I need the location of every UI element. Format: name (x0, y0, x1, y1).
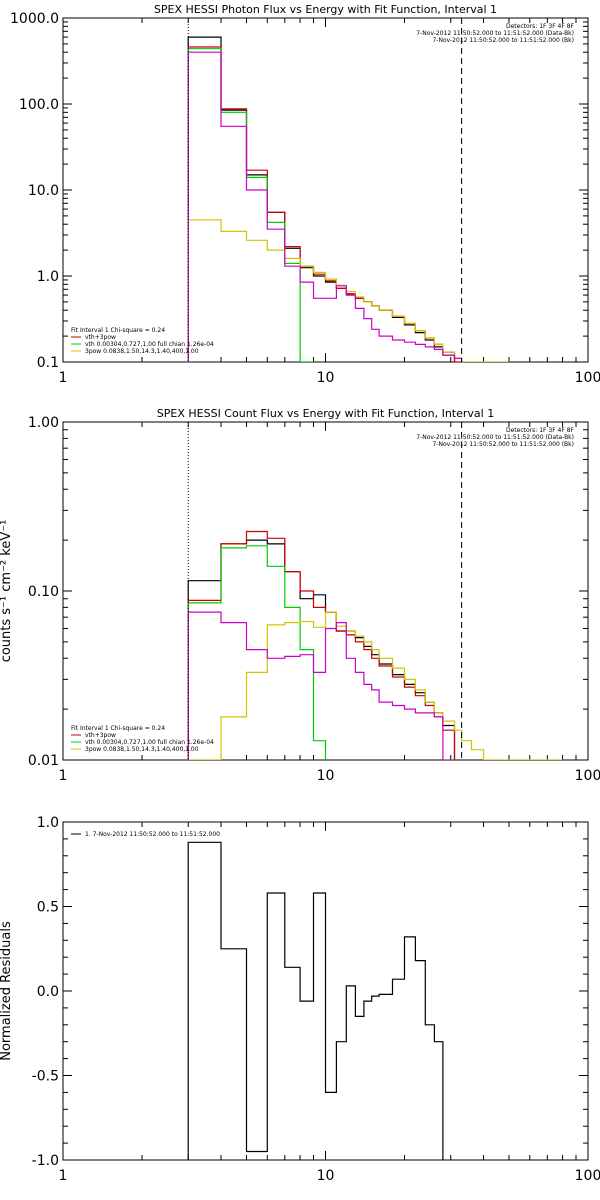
legend-title: Fit Interval 1 Chi-square = 0.24 (71, 725, 165, 732)
legend-label: 1. 7-Nov-2012 11:50:52.000 to 11:51:52.0… (85, 831, 220, 838)
info-line: Detectors: 1F 3F 4F 8F (506, 427, 575, 434)
plot-frame (62, 421, 589, 761)
legend-label: vth 0.00304,0.727,1.00 full chian 1.26e-… (85, 739, 214, 746)
x-tick-label: 100 (575, 768, 600, 784)
info-line: 7-Nov-2012 11:50:52.000 to 11:51:52.000 … (416, 434, 574, 441)
info-line: 7-Nov-2012 11:50:52.000 to 11:51:52.000 … (432, 37, 574, 44)
chart-title: SPEX HESSI Count Flux vs Energy with Fit… (157, 407, 494, 420)
panel-1: SPEX HESSI Photon Flux vs Energy with Fi… (10, 3, 600, 386)
y-axis-label: counts s⁻¹ cm⁻² keV⁻¹ (0, 520, 14, 663)
plot-frame (62, 17, 589, 363)
legend-label: vth+3pow (85, 732, 116, 739)
x-tick-label: 1 (59, 370, 68, 386)
series-group (187, 841, 444, 1160)
legend: Fit Interval 1 Chi-square = 0.24vth+3pow… (71, 725, 214, 753)
series-group (187, 530, 563, 760)
y-tick-label: -0.5 (32, 1069, 59, 1085)
x-tick-label: 100 (575, 370, 600, 386)
x-tick-label: 1 (59, 768, 68, 784)
info-line: 7-Nov-2012 11:50:52.000 to 11:51:52.000 … (432, 441, 574, 448)
y-tick-label: 10.0 (28, 183, 59, 199)
panel-2: SPEX HESSI Count Flux vs Energy with Fit… (0, 407, 600, 784)
chart-title: SPEX HESSI Photon Flux vs Energy with Fi… (154, 3, 497, 16)
series-residuals-step (187, 841, 444, 1160)
series-total-step (187, 530, 456, 760)
legend-label: 3pow 0.0838,1.50,14.3,1.40,400,1.00 (85, 348, 199, 355)
x-tick-label: 10 (317, 768, 335, 784)
legend-title: Fit Interval 1 Chi-square = 0.24 (71, 327, 165, 334)
panel-3: 1 10 100 -1.0 -0.5 0.0 0.5 1.0 Normalized Residu… (0, 815, 600, 1184)
series-thermal-step (187, 48, 314, 362)
y-tick-label: 1.0 (37, 815, 59, 831)
info-line: Detectors: 1F 3F 4F 8F (506, 23, 575, 30)
legend-label: vth 0.00304,0.727,1.00 full chian 1.26e-… (85, 341, 214, 348)
y-tick-label: 100.0 (19, 97, 59, 113)
legend-label: 3pow 0.0838,1.50,14.3,1.40,400,1.00 (85, 746, 199, 753)
series-nonthermal-step (188, 611, 563, 760)
y-tick-label: 0.5 (37, 900, 59, 916)
y-axis-label: Normalized Residuals (0, 921, 14, 1061)
series-nonthermal-step (187, 219, 509, 362)
y-tick-label: 1000.0 (10, 11, 59, 27)
x-tick-label: 10 (317, 1168, 335, 1184)
x-tick-label: 1 (59, 1168, 68, 1184)
series-background-step (187, 611, 455, 760)
series-data-step (187, 539, 456, 760)
y-tick-label: -1.0 (32, 1153, 59, 1169)
y-tick-label: 0.10 (28, 584, 59, 600)
y-tick-label: 1.0 (37, 269, 59, 285)
y-tick-label: 0.01 (28, 753, 59, 769)
series-total-step (187, 46, 462, 362)
y-tick-label: 0.1 (37, 355, 59, 371)
y-tick-label: 0.0 (37, 984, 59, 1000)
series-thermal-step (187, 545, 327, 760)
legend-label: vth+3pow (85, 334, 116, 341)
x-tick-label: 10 (317, 370, 335, 386)
series-background-step (187, 51, 463, 362)
info-line: 7-Nov-2012 11:50:52.000 to 11:51:52.000 … (416, 30, 574, 37)
series-group (187, 36, 509, 362)
x-tick-label: 100 (575, 1168, 600, 1184)
y-tick-label: 1.00 (28, 415, 59, 431)
legend: Fit Interval 1 Chi-square = 0.24vth+3pow… (71, 327, 214, 355)
series-data-step (187, 36, 456, 362)
legend: 1. 7-Nov-2012 11:50:52.000 to 11:51:52.0… (71, 831, 220, 838)
